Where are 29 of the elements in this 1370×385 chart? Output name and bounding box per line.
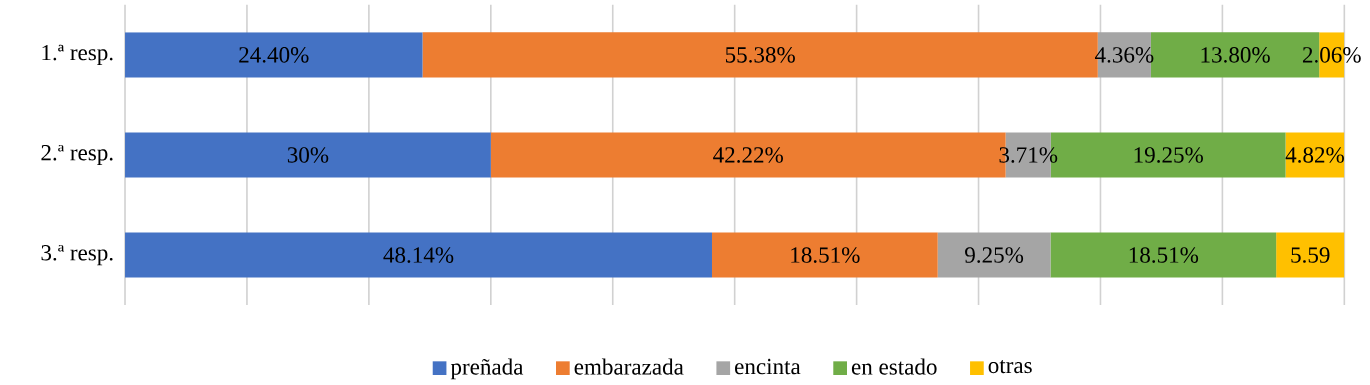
y-tick-label: 3.ª resp. (41, 244, 113, 266)
data-label: 42.22% (713, 147, 783, 163)
y-tick-label: 1.ª resp. (42, 44, 113, 66)
data-label: 24.40% (239, 47, 309, 63)
data-label: 9.25% (965, 247, 1024, 263)
data-label: 2.06% (1302, 47, 1361, 63)
data-label: 18.51% (791, 247, 860, 263)
legend-label: encinta (735, 358, 801, 375)
legend-label: embarazada (574, 358, 684, 375)
bar (1285, 132, 1345, 178)
bar (125, 232, 712, 278)
legend-label: preñada (450, 358, 524, 380)
bar (125, 132, 491, 178)
data-label: 4.82% (1285, 147, 1344, 163)
data-label: 18.51% (1129, 247, 1199, 263)
bar (711, 232, 938, 278)
legend-label: otras (988, 359, 1032, 374)
data-label: 13.80% (1201, 47, 1270, 63)
bar (937, 232, 1051, 278)
legend-label: en estado (851, 358, 937, 375)
data-label: 19.25% (1134, 147, 1203, 163)
y-tick-label: 2.ª resp. (41, 144, 113, 166)
bar (125, 32, 423, 78)
data-label: 5.59 (1291, 247, 1330, 263)
data-label: 30% (287, 147, 329, 163)
data-label: 55.38% (725, 47, 795, 63)
data-label: 48.14% (383, 247, 454, 263)
bar (1050, 232, 1277, 278)
bar (1276, 232, 1345, 278)
